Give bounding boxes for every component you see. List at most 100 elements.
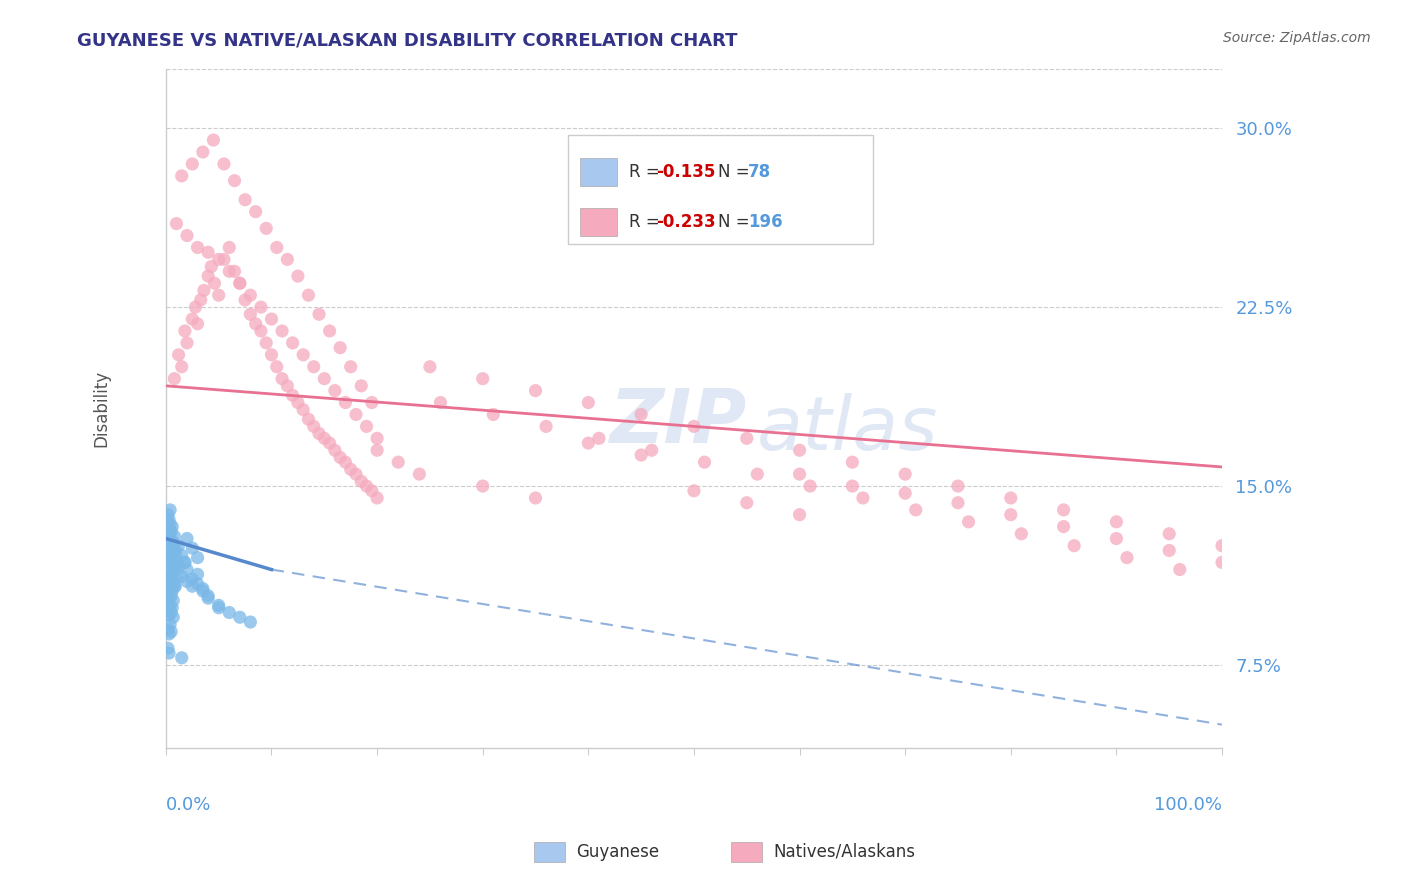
Point [239,615,262,629]
Point [735,496,758,510]
Text: R =: R = [628,163,665,181]
Point [157,627,180,641]
Point [160,606,183,620]
Point [184,300,207,314]
Point [1052,519,1074,533]
Point [167,348,190,362]
Point [165,555,187,569]
Point [302,359,325,374]
Point [360,483,382,498]
Point [197,269,219,284]
Point [260,312,283,326]
Point [208,252,231,267]
Point [160,584,183,599]
Point [202,133,225,147]
Text: R =: R = [628,213,665,231]
Point [170,359,193,374]
Point [157,607,180,622]
Point [308,307,330,321]
Point [156,622,179,636]
Point [191,584,214,599]
Point [360,395,382,409]
Point [841,455,863,469]
Point [318,436,340,450]
Point [159,503,181,517]
Point [163,529,186,543]
Point [946,479,969,493]
Text: 100.0%: 100.0% [1154,796,1222,814]
Text: ZIP: ZIP [609,385,747,458]
Point [187,317,209,331]
Point [281,388,304,402]
Point [159,582,181,596]
Point [482,408,505,422]
Point [218,606,240,620]
Point [1116,550,1139,565]
Point [254,335,277,350]
Point [1052,503,1074,517]
Point [165,579,187,593]
Point [576,395,599,409]
Point [1000,508,1022,522]
Point [302,419,325,434]
Point [841,479,863,493]
Point [339,462,361,476]
Point [747,467,769,482]
Point [176,335,198,350]
Text: Source: ZipAtlas.com: Source: ZipAtlas.com [1223,31,1371,45]
Point [366,443,388,458]
Point [176,563,198,577]
Point [224,264,246,278]
Point [157,555,180,569]
Point [366,431,388,445]
Point [1063,539,1085,553]
Point [159,546,181,560]
Point [197,589,219,603]
Point [187,577,209,591]
Point [239,307,262,321]
Point [1105,532,1128,546]
Point [419,359,441,374]
Point [163,563,186,577]
Point [159,599,181,613]
Point [1010,526,1032,541]
Point [387,455,409,469]
Point [167,560,190,574]
Point [314,372,336,386]
Text: -0.233: -0.233 [657,213,716,231]
Point [297,412,319,426]
Point [174,555,197,569]
Point [335,455,357,469]
Point [946,496,969,510]
Point [162,539,184,553]
Point [229,610,252,624]
Point [318,324,340,338]
Point [1211,539,1233,553]
Point [208,599,231,613]
Point [894,467,917,482]
Point [176,532,198,546]
Point [329,341,352,355]
Point [356,479,378,493]
Point [229,277,252,291]
Point [335,395,357,409]
Point [159,532,181,546]
Point [159,567,181,582]
Point [157,526,180,541]
Point [344,467,367,482]
Point [160,533,183,548]
Point [1168,563,1191,577]
Text: 196: 196 [748,213,783,231]
Point [156,603,179,617]
Text: 0.0%: 0.0% [166,796,211,814]
Point [350,475,373,489]
Point [156,522,179,536]
Point [160,624,183,639]
Point [245,317,267,331]
Point [181,157,204,171]
Point [165,543,187,558]
Point [156,508,179,522]
Point [894,486,917,500]
Point [323,443,346,458]
Point [191,582,214,596]
